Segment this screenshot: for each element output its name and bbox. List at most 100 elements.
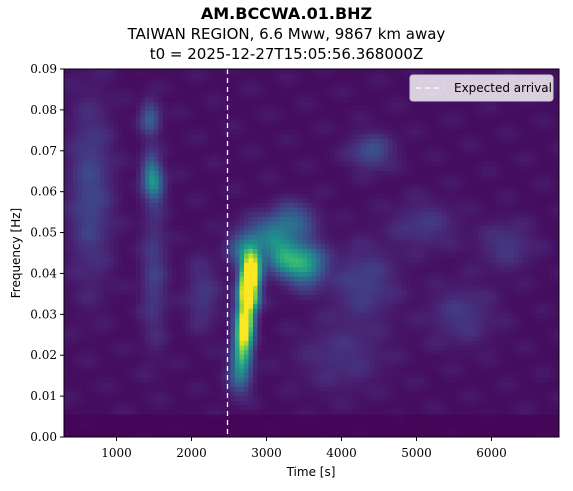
heatmap-cell [248, 147, 254, 153]
heatmap-cell [338, 170, 344, 176]
heatmap-cell [208, 165, 214, 171]
heatmap-cell [181, 326, 187, 332]
heatmap-cell [298, 345, 304, 351]
heatmap-cell [320, 331, 326, 337]
heatmap-cell [329, 409, 335, 415]
heatmap-cell [262, 73, 268, 79]
heatmap-cell [253, 262, 259, 268]
heatmap-cell [289, 432, 295, 437]
heatmap-cell [262, 69, 268, 75]
heatmap-cell [82, 427, 88, 433]
heatmap-cell [113, 115, 119, 121]
heatmap-cell [181, 340, 187, 346]
heatmap-cell [113, 276, 119, 282]
heatmap-cell [68, 386, 74, 392]
heatmap-cell [91, 161, 97, 167]
heatmap-cell [185, 317, 191, 323]
heatmap-cell [100, 303, 106, 309]
heatmap-cell [244, 142, 250, 148]
heatmap-cell [181, 105, 187, 111]
heatmap-cell [239, 331, 245, 337]
heatmap-cell [149, 349, 155, 355]
heatmap-cell [149, 253, 155, 259]
heatmap-cell [275, 427, 281, 433]
heatmap-cell [77, 248, 83, 254]
heatmap-cell [212, 303, 218, 309]
heatmap-cell [86, 197, 92, 203]
heatmap-cell [176, 124, 182, 130]
heatmap-cell [118, 184, 124, 190]
heatmap-cell [235, 308, 241, 314]
heatmap-cell [100, 414, 106, 420]
heatmap-cell [212, 285, 218, 291]
heatmap-cell [289, 276, 295, 282]
heatmap-cell [163, 207, 169, 213]
heatmap-cell [140, 257, 146, 263]
heatmap-cell [298, 151, 304, 157]
heatmap-cell [64, 69, 70, 75]
heatmap-cell [325, 266, 331, 272]
heatmap-cell [266, 133, 272, 139]
heatmap-cell [334, 322, 340, 328]
heatmap-cell [172, 73, 178, 79]
heatmap-cell [257, 115, 263, 121]
heatmap-cell [271, 92, 277, 98]
heatmap-cell [307, 340, 313, 346]
heatmap-cell [253, 188, 259, 194]
heatmap-cell [91, 303, 97, 309]
heatmap-cell [226, 345, 232, 351]
heatmap-cell [343, 331, 349, 337]
heatmap-cell [100, 427, 106, 433]
heatmap-cell [167, 262, 173, 268]
heatmap-cell [262, 151, 268, 157]
heatmap-cell [239, 276, 245, 282]
heatmap-cell [298, 73, 304, 79]
heatmap-cell [82, 128, 88, 134]
heatmap-cell [275, 372, 281, 378]
heatmap-cell [190, 335, 196, 341]
heatmap-cell [181, 414, 187, 420]
heatmap-cell [280, 73, 286, 79]
heatmap-cell [163, 230, 169, 236]
heatmap-cell [334, 138, 340, 144]
heatmap-cell [217, 266, 223, 272]
heatmap-cell [140, 326, 146, 332]
heatmap-cell [226, 391, 232, 397]
heatmap-cell [172, 335, 178, 341]
heatmap-cell [338, 414, 344, 420]
heatmap-cell [118, 400, 124, 406]
heatmap-cell [275, 161, 281, 167]
heatmap-cell [118, 170, 124, 176]
heatmap-cell [163, 142, 169, 148]
heatmap-cell [145, 340, 151, 346]
heatmap-cell [167, 308, 173, 314]
heatmap-cell [194, 331, 200, 337]
heatmap-cell [104, 253, 110, 259]
heatmap-cell [230, 253, 236, 259]
heatmap-cell [145, 299, 151, 305]
heatmap-cell [185, 151, 191, 157]
heatmap-cell [131, 197, 137, 203]
heatmap-cell [257, 423, 263, 429]
heatmap-cell [64, 326, 70, 332]
heatmap-cell [104, 372, 110, 378]
heatmap-cell [131, 404, 137, 410]
heatmap-cell [325, 142, 331, 148]
heatmap-cell [118, 101, 124, 107]
heatmap-cell [253, 358, 259, 364]
heatmap-cell [248, 363, 254, 369]
heatmap-cell [325, 128, 331, 134]
heatmap-cell [280, 400, 286, 406]
heatmap-cell [181, 349, 187, 355]
heatmap-cell [203, 105, 209, 111]
heatmap-cell [329, 73, 335, 79]
heatmap-cell [113, 326, 119, 332]
heatmap-cell [167, 151, 173, 157]
heatmap-cell [248, 312, 254, 318]
heatmap-cell [320, 216, 326, 222]
heatmap-cell [235, 188, 241, 194]
heatmap-cell [316, 142, 322, 148]
heatmap-cell [73, 409, 79, 415]
heatmap-cell [163, 248, 169, 254]
heatmap-cell [289, 165, 295, 171]
